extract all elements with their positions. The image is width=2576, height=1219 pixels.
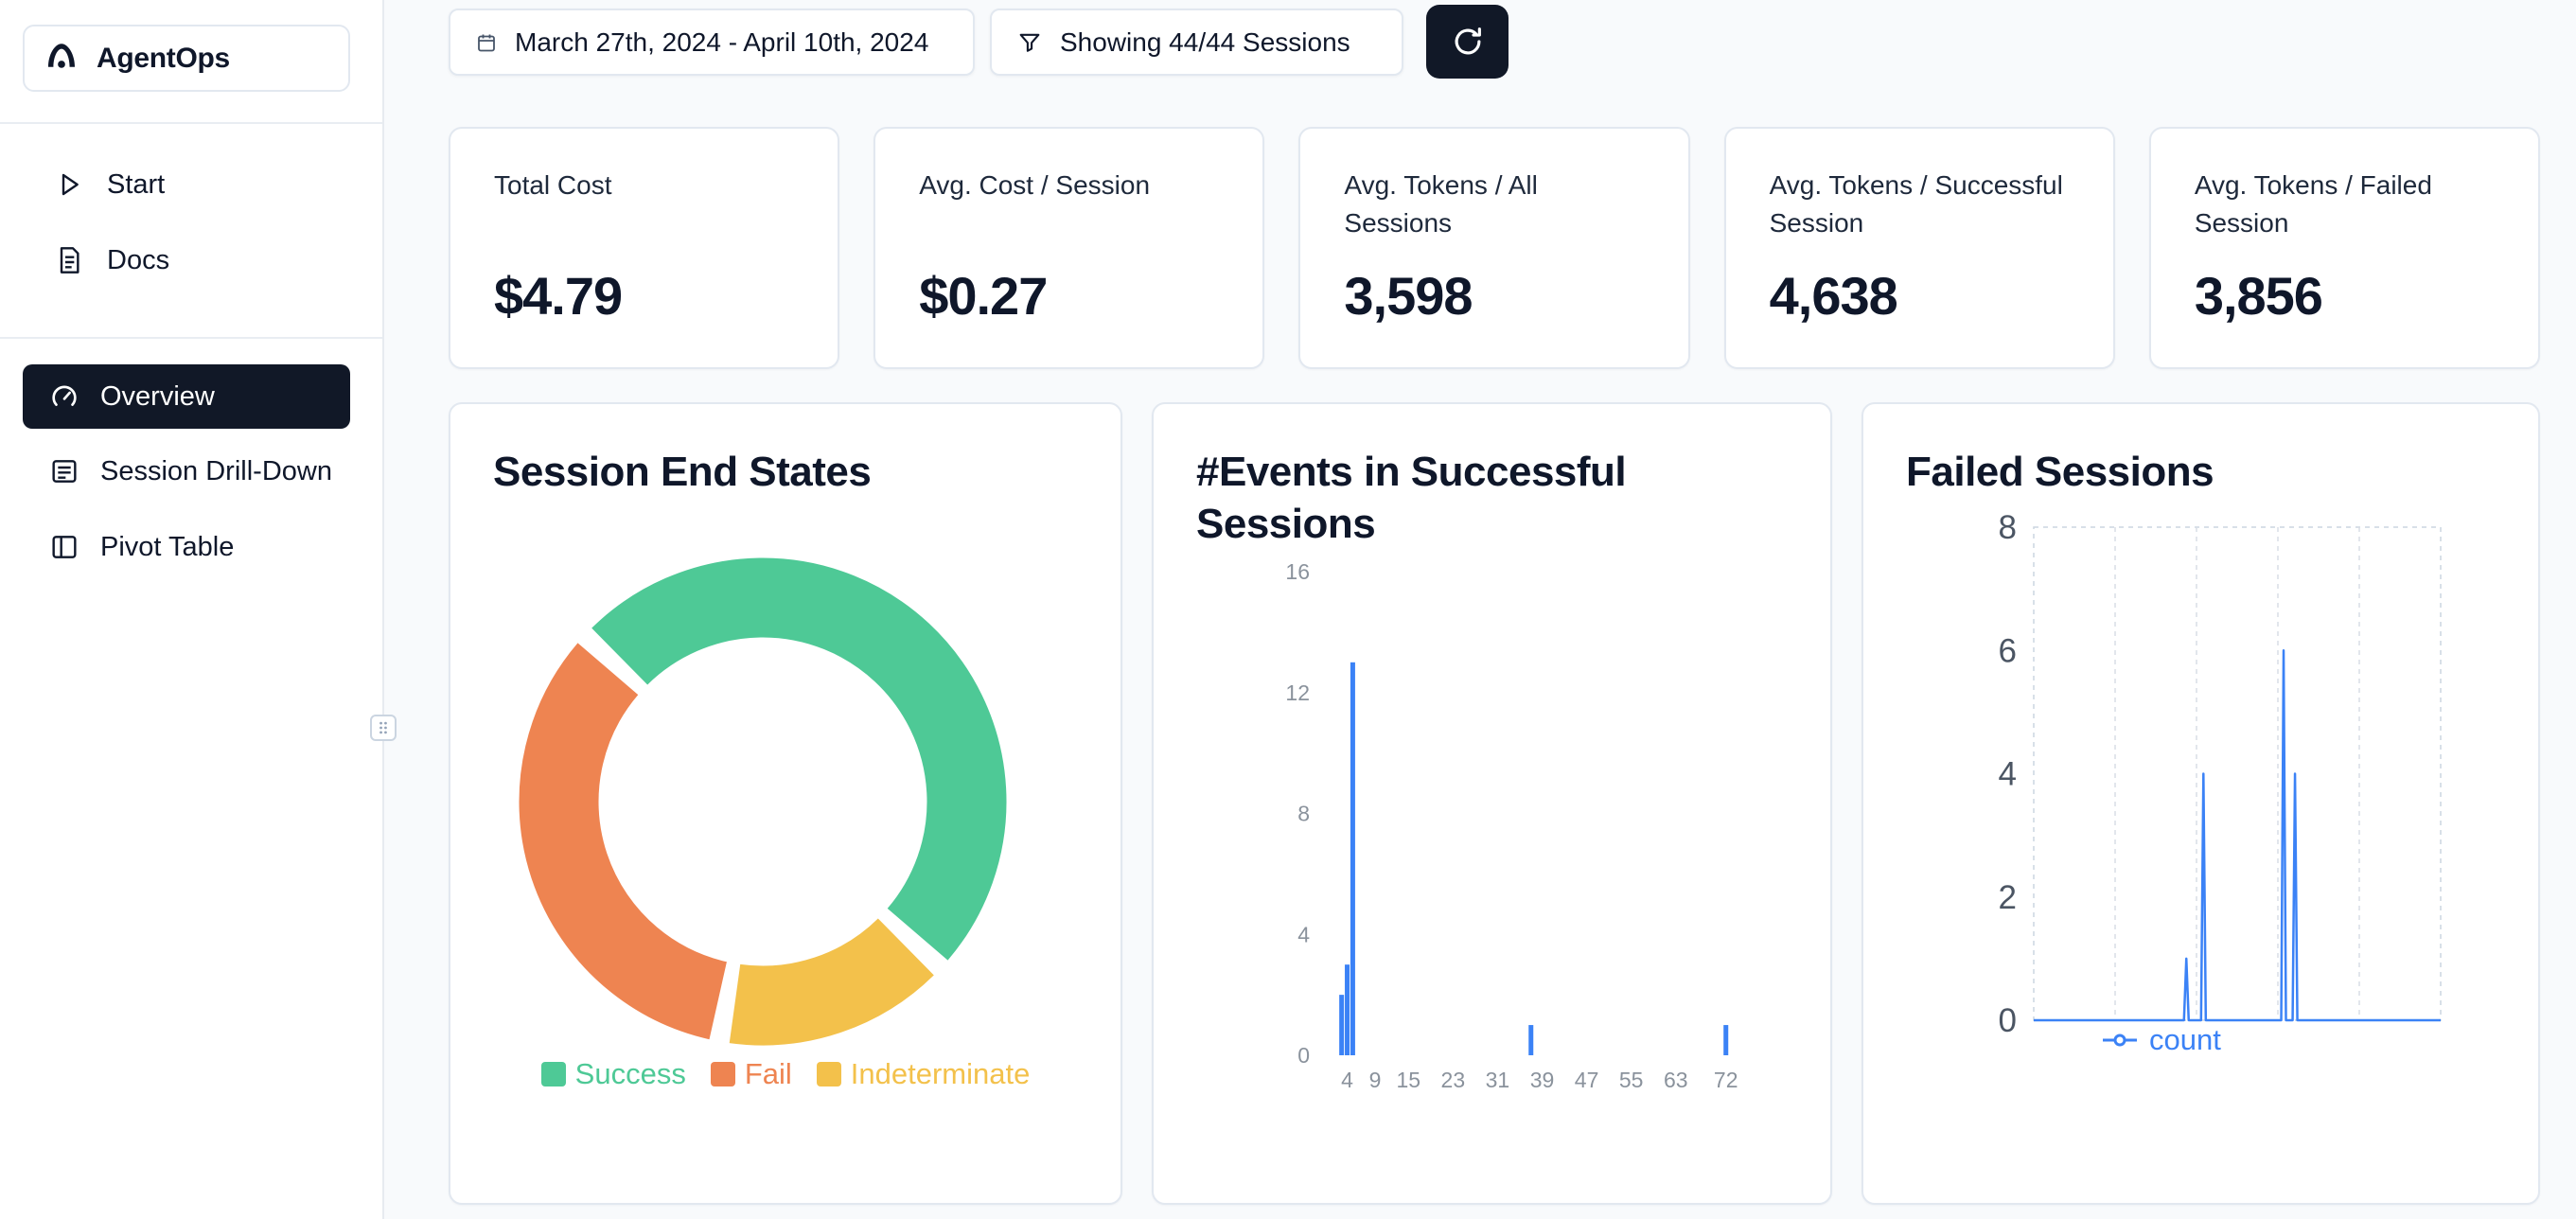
svg-text:6: 6 [1999,632,2017,669]
sessions-filter-button[interactable]: Showing 44/44 Sessions [990,9,1403,76]
sidebar-item-label: Pivot Table [100,531,235,562]
line-marker-icon [2103,1034,2137,1047]
svg-text:15: 15 [1396,1068,1420,1092]
chart-title: #Events in Successful Sessions [1196,449,1627,547]
stat-value: $0.27 [919,266,1048,326]
svg-text:8: 8 [1297,802,1310,826]
svg-text:39: 39 [1530,1068,1555,1092]
failed-sessions-line-chart[interactable]: 0 2 4 6 8 [1863,404,2542,1207]
sessions-filter-label: Showing 44/44 Sessions [1060,26,1350,57]
stat-label: Avg. Tokens / Successful Session [1769,170,2063,238]
session-end-states-card: Session End States Success Fail Indeterm… [449,402,1122,1205]
table-columns-icon [49,532,79,562]
svg-text:12: 12 [1285,680,1310,705]
svg-text:63: 63 [1664,1068,1688,1092]
legend-swatch-fail [710,1062,735,1086]
legend-swatch-success [540,1062,566,1086]
legend-item-success[interactable]: Success [540,1057,686,1091]
stat-label: Avg. Tokens / Failed Session [2194,170,2432,238]
stat-value: $4.79 [494,266,623,326]
svg-text:23: 23 [1441,1068,1466,1092]
app-logo[interactable]: AgentOps [23,25,350,92]
sidebar-item-label: Session Drill-Down [100,455,332,486]
line-legend[interactable]: count [2100,1023,2221,1057]
stats-row: Total Cost $4.79 Avg. Cost / Session $0.… [449,127,2541,369]
stat-card-avg-tokens-failed: Avg. Tokens / Failed Session 3,856 [2148,127,2541,369]
svg-text:16: 16 [1285,559,1310,584]
donut-chart[interactable] [450,404,1124,1207]
svg-text:4: 4 [1999,756,2017,793]
pie-legend: Success Fail Indeterminate [450,1057,1120,1091]
stat-card-avg-cost-session: Avg. Cost / Session $0.27 [873,127,1265,369]
play-icon [54,169,84,200]
agentops-logo-icon [42,39,81,79]
date-range-label: March 27th, 2024 - April 10th, 2024 [515,26,929,57]
svg-text:31: 31 [1486,1068,1510,1092]
legend-label: Indeterminate [850,1057,1031,1090]
failed-sessions-card: Failed Sessions 0 2 4 6 8 count [1861,402,2540,1205]
refresh-icon [1450,24,1486,60]
gauge-icon [49,381,79,412]
legend-swatch-indeterminate [816,1062,841,1086]
sidebar-item-overview[interactable]: Overview [23,364,350,429]
sidebar-resize-handle[interactable] [370,715,397,741]
svg-text:8: 8 [1999,509,2017,546]
stat-label: Total Cost [494,170,612,200]
svg-text:9: 9 [1369,1068,1382,1092]
stat-card-avg-tokens-successful: Avg. Tokens / Successful Session 4,638 [1723,127,2115,369]
refresh-button[interactable] [1426,5,1509,79]
events-in-successful-sessions-card: #Events in Successful Sessions 0 4 8 12 16 4 9… [1152,402,1832,1205]
sidebar-divider [0,122,382,124]
legend-item-fail[interactable]: Fail [710,1057,792,1091]
sidebar-item-docs[interactable]: Docs [23,227,350,293]
stat-value: 4,638 [1769,266,1898,326]
sidebar: AgentOps Start Docs Overview S [0,0,397,1219]
date-range-button[interactable]: March 27th, 2024 - April 10th, 2024 [449,9,975,76]
svg-text:4: 4 [1341,1068,1353,1092]
chart-title: Session End States [493,449,872,495]
filter-icon [1016,29,1043,56]
line-legend-label: count [2149,1023,2221,1056]
legend-label: Success [574,1057,686,1090]
chart-title: Failed Sessions [1906,449,2214,495]
grip-dots-icon [379,721,387,734]
sidebar-divider [0,337,382,339]
stat-card-total-cost: Total Cost $4.79 [449,127,840,369]
sidebar-item-label: Docs [107,244,170,275]
sidebar-item-label: Overview [100,380,215,412]
svg-text:47: 47 [1575,1068,1599,1092]
stat-card-avg-tokens-all: Avg. Tokens / All Sessions 3,598 [1298,127,1690,369]
calendar-icon [475,31,498,54]
stat-value: 3,856 [2194,266,2323,326]
sidebar-item-session-drill-down[interactable]: Session Drill-Down [23,439,350,504]
svg-text:4: 4 [1297,922,1310,946]
svg-text:55: 55 [1619,1068,1644,1092]
stat-label: Avg. Cost / Session [919,170,1151,200]
svg-text:0: 0 [1999,1002,2017,1039]
svg-text:0: 0 [1297,1043,1310,1068]
sidebar-item-label: Start [107,168,166,200]
stat-value: 3,598 [1344,266,1473,326]
svg-text:72: 72 [1714,1068,1738,1092]
legend-item-indeterminate[interactable]: Indeterminate [816,1057,1031,1091]
svg-text:2: 2 [1999,879,2017,916]
document-icon [54,245,84,275]
sidebar-item-start[interactable]: Start [23,151,350,218]
stat-label: Avg. Tokens / All Sessions [1344,170,1538,238]
app-name: AgentOps [97,42,230,74]
session-list-icon [49,456,79,486]
sidebar-item-pivot-table[interactable]: Pivot Table [23,515,350,579]
legend-label: Fail [744,1057,792,1090]
